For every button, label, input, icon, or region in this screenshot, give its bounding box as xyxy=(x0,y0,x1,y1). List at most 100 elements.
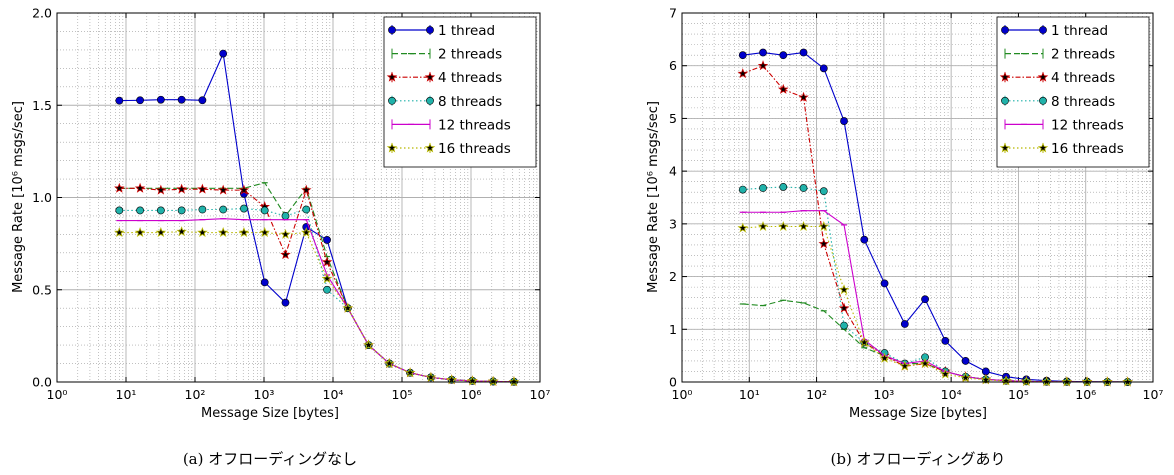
x-axis-label-b: Message Size [bytes] xyxy=(849,406,987,421)
data-point xyxy=(136,96,144,105)
data-point xyxy=(219,49,228,58)
data-point xyxy=(1061,376,1073,387)
data-point xyxy=(176,183,187,194)
series-line xyxy=(119,187,514,383)
legend-marker xyxy=(424,142,436,153)
y-tick-label: 1.5 xyxy=(32,98,52,113)
data-point xyxy=(818,238,830,249)
data-point xyxy=(240,204,248,213)
x-tick-label: 10⁶ xyxy=(461,387,482,402)
y-tick-label: 1.0 xyxy=(32,190,52,205)
legend-marker xyxy=(1039,96,1047,105)
data-point xyxy=(156,95,165,104)
data-point xyxy=(757,220,769,231)
legend-label: 4 threads xyxy=(1051,70,1115,86)
series-line xyxy=(742,210,1128,383)
x-axis-label-a: Message Size [bytes] xyxy=(201,406,339,421)
data-point xyxy=(238,184,250,195)
data-point xyxy=(859,336,870,347)
data-point xyxy=(134,182,146,193)
data-point xyxy=(759,48,767,57)
legend-marker xyxy=(1037,142,1049,153)
data-point xyxy=(960,372,971,383)
x-tick-label: 10⁷ xyxy=(530,387,551,402)
chart-panel-a: (a) オフローディングなし Message Size [bytes] Mess… xyxy=(11,6,550,469)
data-point xyxy=(818,220,830,231)
series-line xyxy=(742,299,1128,383)
series-5-a xyxy=(116,218,517,383)
legend-label: 16 threads xyxy=(1051,141,1124,157)
y-tick-label: 0.5 xyxy=(32,282,52,297)
data-point xyxy=(198,205,207,214)
data-point xyxy=(779,183,788,191)
x-tick-label: 10⁰ xyxy=(47,387,68,402)
y-axis-label-a: Message Rate [10⁶ msgs/sec] xyxy=(11,101,26,293)
data-point xyxy=(197,183,208,194)
data-point xyxy=(115,206,124,215)
data-point xyxy=(1041,376,1052,387)
data-point xyxy=(799,48,808,57)
data-point xyxy=(940,368,951,379)
data-point xyxy=(880,279,889,288)
data-point xyxy=(1000,375,1012,386)
data-point xyxy=(155,227,167,238)
data-point xyxy=(259,227,270,238)
legend-label: 12 threads xyxy=(438,117,511,133)
legend-label: 1 thread xyxy=(1051,23,1108,39)
x-tick-label: 10⁶ xyxy=(1075,387,1096,402)
data-point xyxy=(260,278,269,287)
legend-marker xyxy=(386,142,398,153)
data-point xyxy=(177,206,186,215)
legend-marker xyxy=(1037,71,1049,82)
data-point xyxy=(759,184,767,192)
legend-label: 16 threads xyxy=(438,141,511,157)
caption-b: (b) オフローディングあり xyxy=(830,450,1005,468)
series-2-a xyxy=(116,182,517,383)
legend-marker xyxy=(426,26,434,34)
data-point xyxy=(321,273,333,284)
data-point xyxy=(384,358,395,369)
series-5-b xyxy=(739,210,1131,383)
caption-a: (a) オフローディングなし xyxy=(183,450,357,468)
data-point xyxy=(238,227,250,238)
data-point xyxy=(260,206,269,215)
x-tick-label: 10² xyxy=(185,387,206,402)
data-point xyxy=(737,68,749,79)
y-tick-label: 6 xyxy=(669,58,677,73)
data-point xyxy=(363,339,374,350)
data-point xyxy=(738,51,747,60)
data-point xyxy=(757,60,769,71)
y-axis-label-b: Message Rate [10⁶ msgs/sec] xyxy=(646,101,661,293)
data-point xyxy=(300,184,312,195)
legend-marker xyxy=(426,96,434,105)
data-point xyxy=(778,220,789,231)
legend-box xyxy=(996,16,1150,168)
data-point xyxy=(508,376,520,387)
legend-label: 2 threads xyxy=(1051,47,1115,63)
data-point xyxy=(879,352,890,363)
data-point xyxy=(921,295,929,304)
data-point xyxy=(280,228,291,239)
x-tick-label: 10¹ xyxy=(116,387,137,402)
legend-marker xyxy=(424,71,436,82)
data-point xyxy=(1021,375,1032,386)
data-point xyxy=(155,184,167,195)
x-tick-label: 10⁴ xyxy=(323,387,344,402)
data-point xyxy=(838,302,850,313)
y-tick-label: 7 xyxy=(669,6,677,21)
legend-label: 12 threads xyxy=(1051,117,1124,133)
data-point xyxy=(425,371,437,382)
data-point xyxy=(321,256,333,267)
data-point xyxy=(840,321,848,330)
series-line xyxy=(119,208,514,383)
x-tick-label: 10³ xyxy=(873,387,894,402)
legend-marker xyxy=(999,142,1011,153)
data-point xyxy=(798,220,809,231)
series-line xyxy=(742,186,1128,383)
data-point xyxy=(280,249,291,260)
data-point xyxy=(114,182,125,193)
data-point xyxy=(156,206,165,215)
data-point xyxy=(899,360,911,371)
x-tick-label: 10⁷ xyxy=(1143,387,1164,402)
